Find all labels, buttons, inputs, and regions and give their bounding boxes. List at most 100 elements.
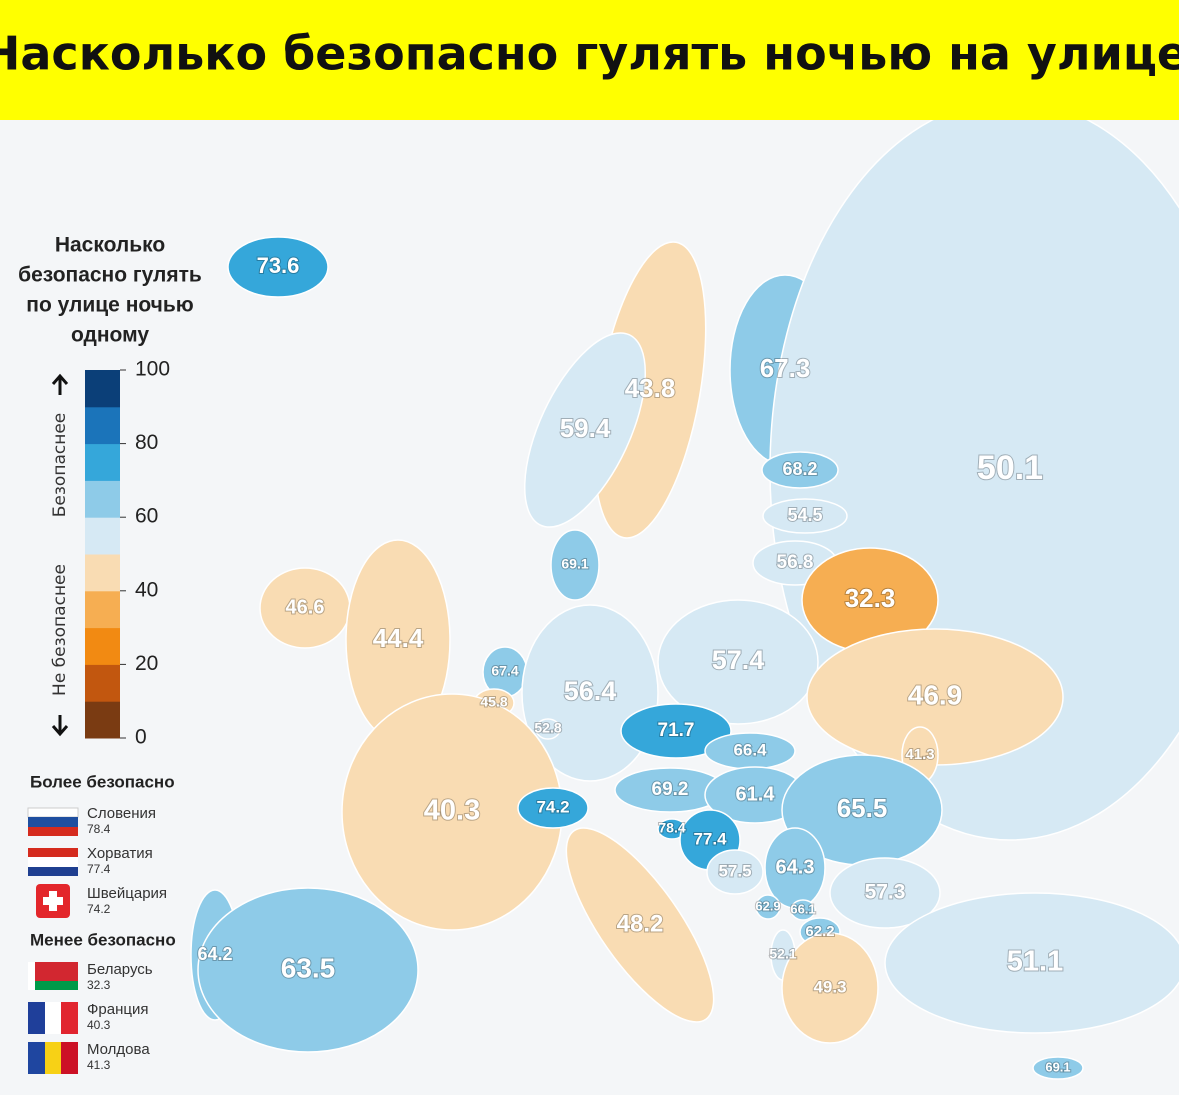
region-value: 56.8: [777, 552, 814, 573]
region: [227, 236, 329, 298]
region-value: 65.5: [837, 793, 888, 823]
region-value: 41.3: [905, 746, 934, 763]
legend-title: одному: [71, 324, 149, 347]
region-value: 66.1: [790, 901, 815, 916]
region-value: 52.8: [534, 720, 561, 736]
tick-label: 40: [135, 578, 158, 601]
colorbar-bin: [85, 627, 120, 665]
region-value: 57.5: [718, 861, 751, 880]
region: [884, 892, 1179, 1034]
colorbar-bin: [85, 443, 120, 481]
region-value: 44.4: [373, 623, 424, 653]
region: [523, 332, 647, 528]
legend-title: безопасно гулять: [18, 264, 202, 287]
colorbar-bin: [85, 406, 120, 445]
tick-label: 0: [135, 726, 147, 749]
region: [535, 718, 561, 740]
region: [781, 932, 879, 1044]
region-value: 59.4: [560, 413, 611, 443]
region-value: 69.1: [561, 556, 588, 572]
region-value: 77.4: [693, 829, 727, 848]
colorbar: 0 20 40 60 80 100: [85, 358, 170, 749]
region-value: 69.1: [1045, 1059, 1070, 1074]
region-value: 49.3: [813, 977, 846, 996]
item-value: 40.3: [87, 1018, 111, 1032]
region: [620, 703, 732, 759]
title: Насколько безопасно гулять ночью на улиц…: [0, 27, 1179, 81]
region: [657, 599, 819, 725]
colorbar-bin: [85, 370, 120, 408]
item-name: Беларусь: [87, 961, 153, 978]
region-value: 32.3: [845, 583, 896, 613]
item-value: 32.3: [87, 978, 111, 992]
region-value: 68.2: [782, 459, 817, 479]
item-value: 74.2: [87, 902, 111, 916]
item-value: 41.3: [87, 1058, 111, 1072]
region-value: 48.2: [617, 910, 664, 937]
region-value: 52.1: [769, 946, 796, 962]
region-value: 67.4: [491, 663, 518, 679]
flags: [27, 807, 79, 1074]
region: [197, 887, 419, 1053]
arrows: [51, 373, 69, 737]
colorbar-bin: [85, 590, 120, 629]
region-value: 54.5: [787, 505, 822, 525]
item-name: Хорватия: [87, 845, 153, 862]
region-value: 56.4: [564, 676, 617, 706]
region-value: 69.2: [652, 779, 689, 800]
region: [706, 849, 764, 895]
region-value: 43.8: [625, 373, 676, 403]
region-value: 46.9: [908, 679, 963, 710]
region: [565, 827, 715, 1023]
tick-label: 20: [135, 652, 158, 675]
region: [1032, 1056, 1084, 1080]
region-value: 50.1: [977, 449, 1043, 487]
down-label: Не безопаснее: [50, 564, 70, 696]
region-value: 57.3: [865, 881, 906, 904]
region-value: 73.6: [257, 253, 300, 278]
region-value: 61.4: [736, 783, 776, 805]
map: 73.6 67.3 43.8 59.4 50.1 68.2 54.5 56.8 69.1 32.3…: [190, 99, 1179, 1080]
item-name: Словения: [87, 805, 156, 822]
region-value: 64.2: [197, 944, 232, 964]
region: [761, 451, 839, 489]
item-name: Франция: [87, 1001, 148, 1018]
legend-title: Насколько: [55, 234, 165, 257]
region-value: 67.3: [760, 353, 811, 383]
colorbar-bin: [85, 701, 120, 739]
region-value: 64.3: [776, 856, 815, 878]
region-value: 62.2: [805, 923, 834, 940]
up-label: Безопаснее: [50, 413, 70, 517]
region-value: 66.4: [733, 740, 767, 759]
region-value: 74.2: [536, 797, 569, 816]
tick-label: 80: [135, 431, 158, 454]
tick-label: 60: [135, 505, 158, 528]
region: [517, 787, 589, 829]
region-value: 40.3: [424, 795, 480, 827]
item-name: Молдова: [87, 1041, 150, 1058]
region-value: 78.4: [658, 820, 685, 836]
region-value: 71.7: [658, 720, 695, 741]
region-value: 46.6: [286, 596, 325, 618]
section-title: Более безопасно: [30, 772, 175, 791]
header-band: [0, 0, 1179, 120]
region: [755, 894, 781, 920]
region: [550, 529, 600, 601]
colorbar-bin: [85, 664, 120, 702]
region-value: 57.4: [712, 645, 765, 675]
tick-label: 100: [135, 358, 170, 381]
region-value: 51.1: [1007, 946, 1063, 978]
region-value: 63.5: [281, 952, 336, 983]
region: [790, 899, 816, 921]
region: [829, 857, 941, 929]
section-title: Менее безопасно: [30, 930, 176, 949]
legend-title: по улице ночью: [26, 294, 194, 317]
item-value: 78.4: [87, 822, 111, 836]
colorbar-bin: [85, 554, 120, 592]
colorbar-bin: [85, 517, 120, 555]
region-value: 62.9: [755, 898, 780, 913]
item-value: 77.4: [87, 862, 111, 876]
item-name: Швейцария: [87, 885, 167, 902]
region: [762, 498, 848, 534]
